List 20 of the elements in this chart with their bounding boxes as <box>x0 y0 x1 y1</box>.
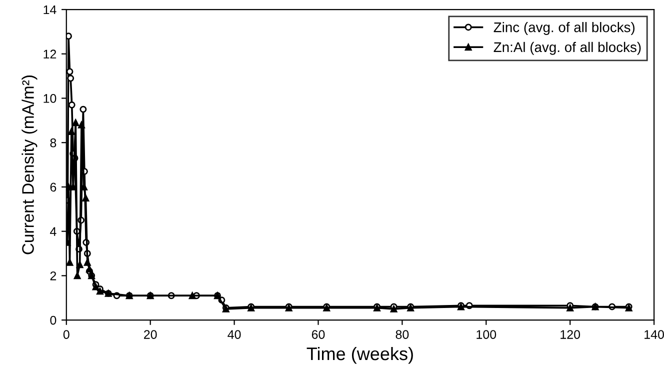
y-axis-title: Current Density (mA/m²) <box>22 76 38 254</box>
y-tick-label: 12 <box>44 50 56 58</box>
y-tick-label: 8 <box>50 138 56 148</box>
x-axis-title: Time (weeks) <box>306 346 413 364</box>
x-tick-label: 40 <box>228 330 241 339</box>
y-tick-label: 4 <box>50 227 56 236</box>
x-tick-label: 140 <box>644 330 664 339</box>
x-tick-label: 120 <box>560 330 580 339</box>
x-tick-label: 100 <box>476 330 496 339</box>
x-tick-label: 60 <box>312 330 325 339</box>
y-tick-label: 10 <box>44 94 56 103</box>
legend-label: Zn:Al (avg. of all blocks) <box>494 42 641 55</box>
y-tick-label: 14 <box>44 5 56 14</box>
x-tick-label: 0 <box>63 330 70 339</box>
y-tick-label: 2 <box>50 271 56 280</box>
y-tick-label: 0 <box>50 316 56 325</box>
y-tick-label: 6 <box>50 182 56 192</box>
x-tick-label: 20 <box>144 330 157 339</box>
x-tick-label: 80 <box>396 330 409 339</box>
legend-label: Zinc (avg. of all blocks) <box>494 22 635 35</box>
